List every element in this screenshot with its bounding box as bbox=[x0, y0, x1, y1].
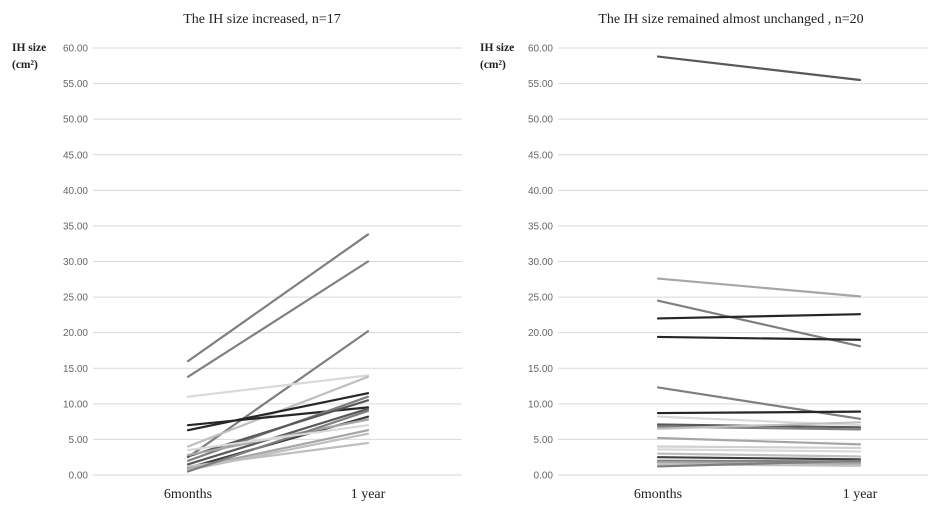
y-tick-label: 20.00 bbox=[528, 328, 553, 339]
series-line bbox=[658, 337, 860, 340]
y-tick-label: 10.00 bbox=[63, 399, 88, 410]
y-axis-label: IH size bbox=[12, 42, 46, 54]
y-tick-label: 50.00 bbox=[63, 115, 88, 126]
series-line bbox=[188, 262, 368, 377]
series-lines bbox=[188, 234, 368, 471]
y-tick-label: 40.00 bbox=[528, 186, 553, 197]
y-tick-label: 35.00 bbox=[63, 221, 88, 232]
x-category-label: 6months bbox=[634, 487, 682, 502]
y-axis-unit: (cm²) bbox=[480, 59, 506, 71]
chart-panel-unchanged: The IH size remained almost unchanged , … bbox=[480, 12, 928, 502]
y-tick-labels: 0.00 5.00 10.00 15.00 20.00 25.00 30.00 35.00 40… bbox=[63, 44, 88, 482]
series-line bbox=[658, 454, 860, 457]
y-tick-label: 10.00 bbox=[528, 399, 553, 410]
y-tick-label: 60.00 bbox=[528, 44, 553, 55]
series-line bbox=[658, 314, 860, 318]
y-tick-label: 15.00 bbox=[63, 364, 88, 375]
y-tick-label: 35.00 bbox=[528, 221, 553, 232]
y-tick-labels: 0.00 5.00 10.00 15.00 20.00 25.00 30.00 35.00 40… bbox=[528, 44, 553, 482]
y-tick-label: 20.00 bbox=[63, 328, 88, 339]
y-tick-label: 30.00 bbox=[528, 257, 553, 268]
series-line bbox=[658, 457, 860, 459]
series-line bbox=[188, 234, 368, 361]
gridlines bbox=[558, 48, 928, 475]
series-line bbox=[658, 279, 860, 297]
series-line bbox=[658, 57, 860, 80]
y-axis-label: IH size bbox=[480, 42, 514, 54]
chart-panel-increased: The IH size increased, n=17 IH size (cm²… bbox=[12, 12, 462, 502]
chart-title: The IH size increased, n=17 bbox=[183, 12, 341, 27]
series-line bbox=[188, 411, 368, 471]
y-tick-label: 5.00 bbox=[69, 435, 89, 446]
x-category-labels: 6months 1 year bbox=[634, 487, 878, 502]
y-tick-label: 30.00 bbox=[63, 257, 88, 268]
y-tick-label: 0.00 bbox=[69, 471, 89, 482]
series-line bbox=[658, 449, 860, 451]
y-tick-label: 50.00 bbox=[528, 115, 553, 126]
series-line bbox=[658, 447, 860, 448]
y-axis-unit: (cm²) bbox=[12, 59, 38, 71]
x-category-labels: 6months 1 year bbox=[164, 487, 386, 502]
series-line bbox=[658, 412, 860, 413]
y-tick-label: 45.00 bbox=[528, 150, 553, 161]
x-category-label: 1 year bbox=[351, 487, 386, 502]
y-tick-label: 0.00 bbox=[534, 471, 554, 482]
y-tick-label: 45.00 bbox=[63, 150, 88, 161]
chart-title: The IH size remained almost unchanged , … bbox=[598, 12, 863, 27]
y-tick-label: 55.00 bbox=[63, 79, 88, 90]
y-tick-label: 5.00 bbox=[534, 435, 554, 446]
y-tick-label: 55.00 bbox=[528, 79, 553, 90]
y-tick-label: 15.00 bbox=[528, 364, 553, 375]
y-tick-label: 40.00 bbox=[63, 186, 88, 197]
y-tick-label: 25.00 bbox=[528, 293, 553, 304]
series-line bbox=[658, 387, 860, 418]
x-category-label: 1 year bbox=[843, 487, 878, 502]
y-tick-label: 60.00 bbox=[63, 44, 88, 55]
x-category-label: 6months bbox=[164, 487, 212, 502]
y-tick-label: 25.00 bbox=[63, 293, 88, 304]
